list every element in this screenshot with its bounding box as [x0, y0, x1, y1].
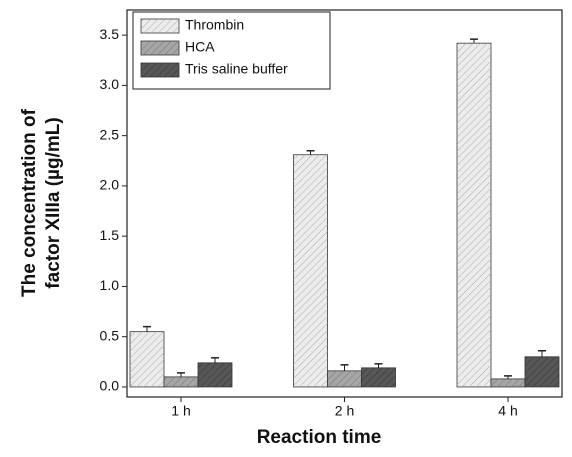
x-tick-label: 2 h [335, 403, 354, 419]
legend-swatch-hatch [141, 19, 179, 33]
legend-swatch-hatch [141, 41, 179, 55]
y-tick-label: 1.5 [100, 227, 120, 243]
y-axis-label: factor XIIIa (µg/mL) [43, 117, 64, 288]
bar-hatch [457, 43, 491, 387]
legend-label: Tris saline buffer [185, 61, 288, 77]
bar-hatch [198, 362, 232, 387]
bar-hatch [491, 378, 525, 387]
bar-hatch [361, 367, 396, 387]
bar-hatch [164, 376, 198, 387]
bar-hatch [130, 331, 164, 387]
y-tick-label: 3.0 [100, 76, 120, 92]
y-tick-label: 3.5 [100, 26, 120, 42]
y-tick-label: 0.5 [100, 327, 120, 343]
y-tick-label: 2.0 [100, 177, 120, 193]
bar-hatch [525, 356, 559, 387]
x-axis-label: Reaction time [257, 427, 382, 448]
legend-label: Thrombin [185, 17, 244, 33]
y-axis-label: The concentration of [19, 108, 40, 297]
bar-hatch [327, 370, 362, 387]
y-tick-label: 0.0 [100, 378, 120, 394]
bar-hatch [293, 154, 328, 387]
legend-label: HCA [185, 39, 215, 55]
y-tick-label: 2.5 [100, 126, 120, 142]
legend-swatch-hatch [141, 63, 179, 77]
y-tick-label: 1.0 [100, 277, 120, 293]
x-tick-label: 4 h [498, 403, 517, 419]
x-tick-label: 1 h [171, 403, 190, 419]
